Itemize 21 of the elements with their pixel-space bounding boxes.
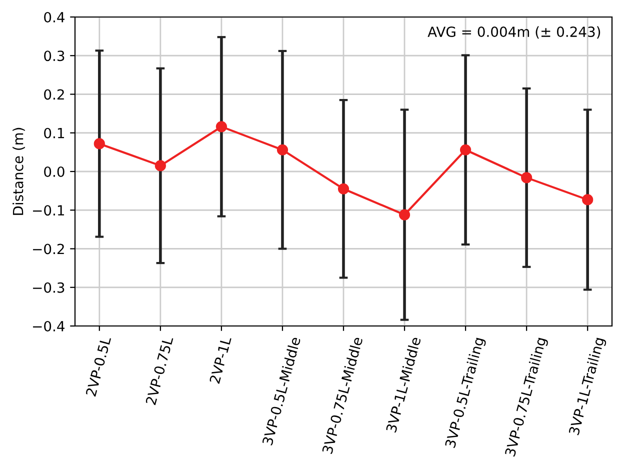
point <box>216 121 228 132</box>
y-tick-label: 0.4 <box>44 12 64 22</box>
y-tick-label: −0.1 <box>33 205 64 216</box>
y-tick-label: 0.2 <box>44 89 64 100</box>
x-tick-label: 2VP-1L <box>209 336 232 384</box>
annotation: AVG = 0.004m (± 0.243) <box>428 26 600 39</box>
y-tick-label: −0.3 <box>33 282 64 293</box>
point <box>338 183 350 194</box>
point <box>154 160 166 172</box>
y-axis-title: Distance (m) <box>12 128 25 215</box>
y-tick-label: 0.1 <box>44 128 64 138</box>
point <box>398 209 410 220</box>
y-tick-label: −0.2 <box>33 244 64 254</box>
y-tick-label: −0.4 <box>33 320 64 332</box>
y-tick-label: 0.0 <box>44 166 64 177</box>
point <box>94 138 105 150</box>
point <box>276 144 288 156</box>
point <box>460 144 472 156</box>
point <box>521 172 532 184</box>
y-tick-label: 0.3 <box>44 50 64 62</box>
point <box>582 194 594 206</box>
